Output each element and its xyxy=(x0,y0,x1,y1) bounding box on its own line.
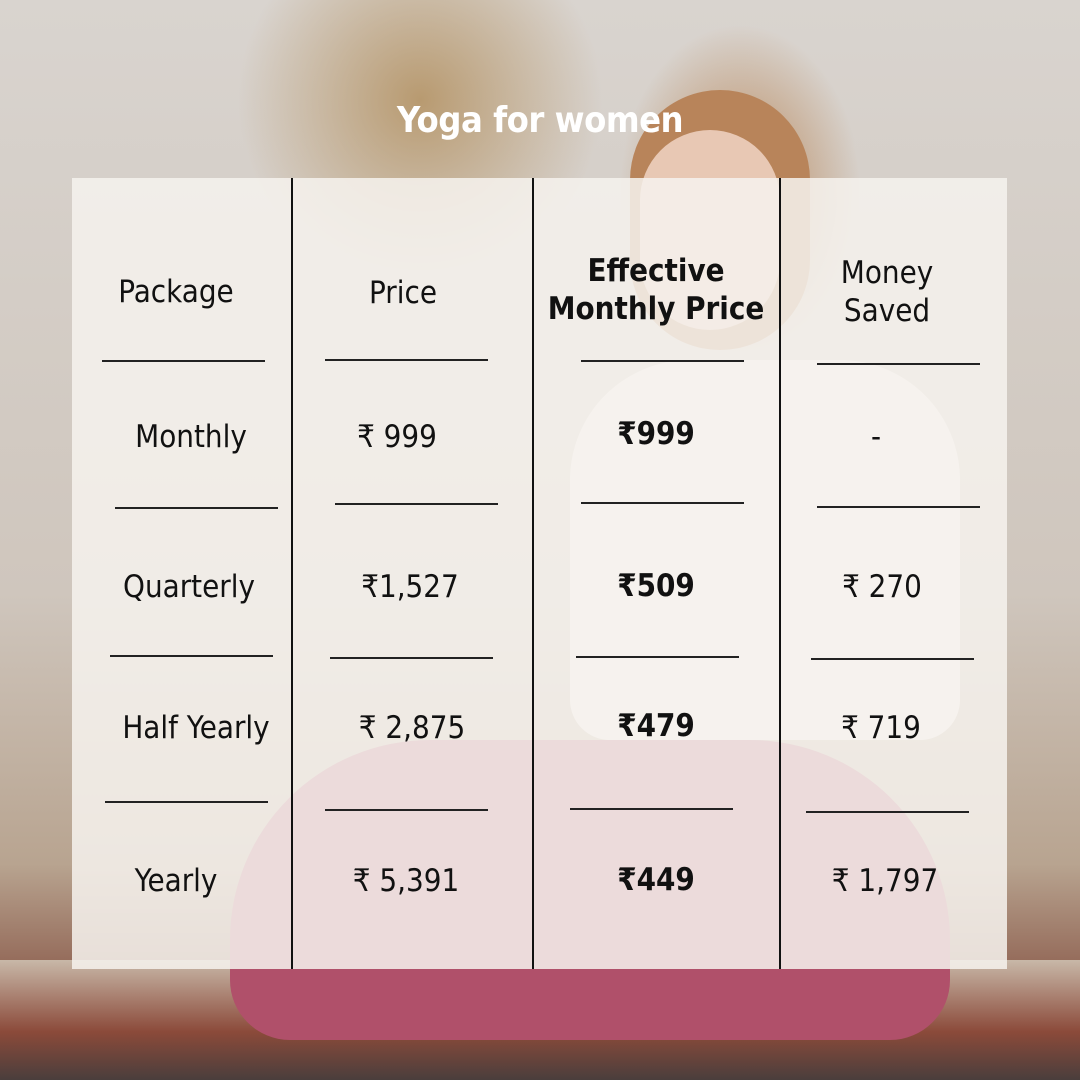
divider xyxy=(576,656,739,658)
column-divider xyxy=(291,178,293,969)
effective-yearly: ₹449 xyxy=(617,862,695,898)
effective-half-yearly: ₹479 xyxy=(617,708,695,744)
poster-title: Yoga for women xyxy=(396,100,684,141)
divider xyxy=(817,506,980,508)
effective-monthly: ₹999 xyxy=(617,416,695,452)
price-monthly: ₹ 999 xyxy=(357,419,437,455)
header-line: Saved xyxy=(843,293,931,329)
package-quarterly: Quarterly xyxy=(123,569,255,605)
divider xyxy=(817,363,980,365)
package-monthly: Monthly xyxy=(135,419,247,455)
header-money-saved: Money Saved xyxy=(841,254,933,330)
divider xyxy=(330,657,493,659)
saved-monthly: - xyxy=(870,419,882,455)
divider xyxy=(806,811,969,813)
price-yearly: ₹ 5,391 xyxy=(352,863,460,899)
saved-quarterly: ₹ 270 xyxy=(842,569,922,605)
price-half-yearly: ₹ 2,875 xyxy=(358,710,466,746)
package-yearly: Yearly xyxy=(134,863,218,899)
header-line: Monthly Price xyxy=(547,291,765,327)
header-package: Package xyxy=(118,274,234,310)
price-quarterly: ₹1,527 xyxy=(361,569,459,605)
header-price: Price xyxy=(369,275,437,311)
package-half-yearly: Half Yearly xyxy=(122,710,270,746)
pricing-table xyxy=(72,178,1007,969)
effective-quarterly: ₹509 xyxy=(617,568,695,604)
divider xyxy=(115,507,278,509)
header-effective-monthly-price: Effective Monthly Price xyxy=(548,252,765,328)
saved-yearly: ₹ 1,797 xyxy=(831,863,939,899)
divider xyxy=(325,809,488,811)
column-divider xyxy=(532,178,534,969)
header-line: Money xyxy=(840,255,934,291)
divider xyxy=(570,808,733,810)
column-divider xyxy=(779,178,781,969)
saved-half-yearly: ₹ 719 xyxy=(841,710,921,746)
divider xyxy=(581,502,744,504)
divider xyxy=(581,360,744,362)
header-line: Effective xyxy=(587,253,725,289)
divider xyxy=(110,655,273,657)
divider xyxy=(811,658,974,660)
divider xyxy=(325,359,488,361)
divider xyxy=(335,503,498,505)
divider xyxy=(102,360,265,362)
divider xyxy=(105,801,268,803)
